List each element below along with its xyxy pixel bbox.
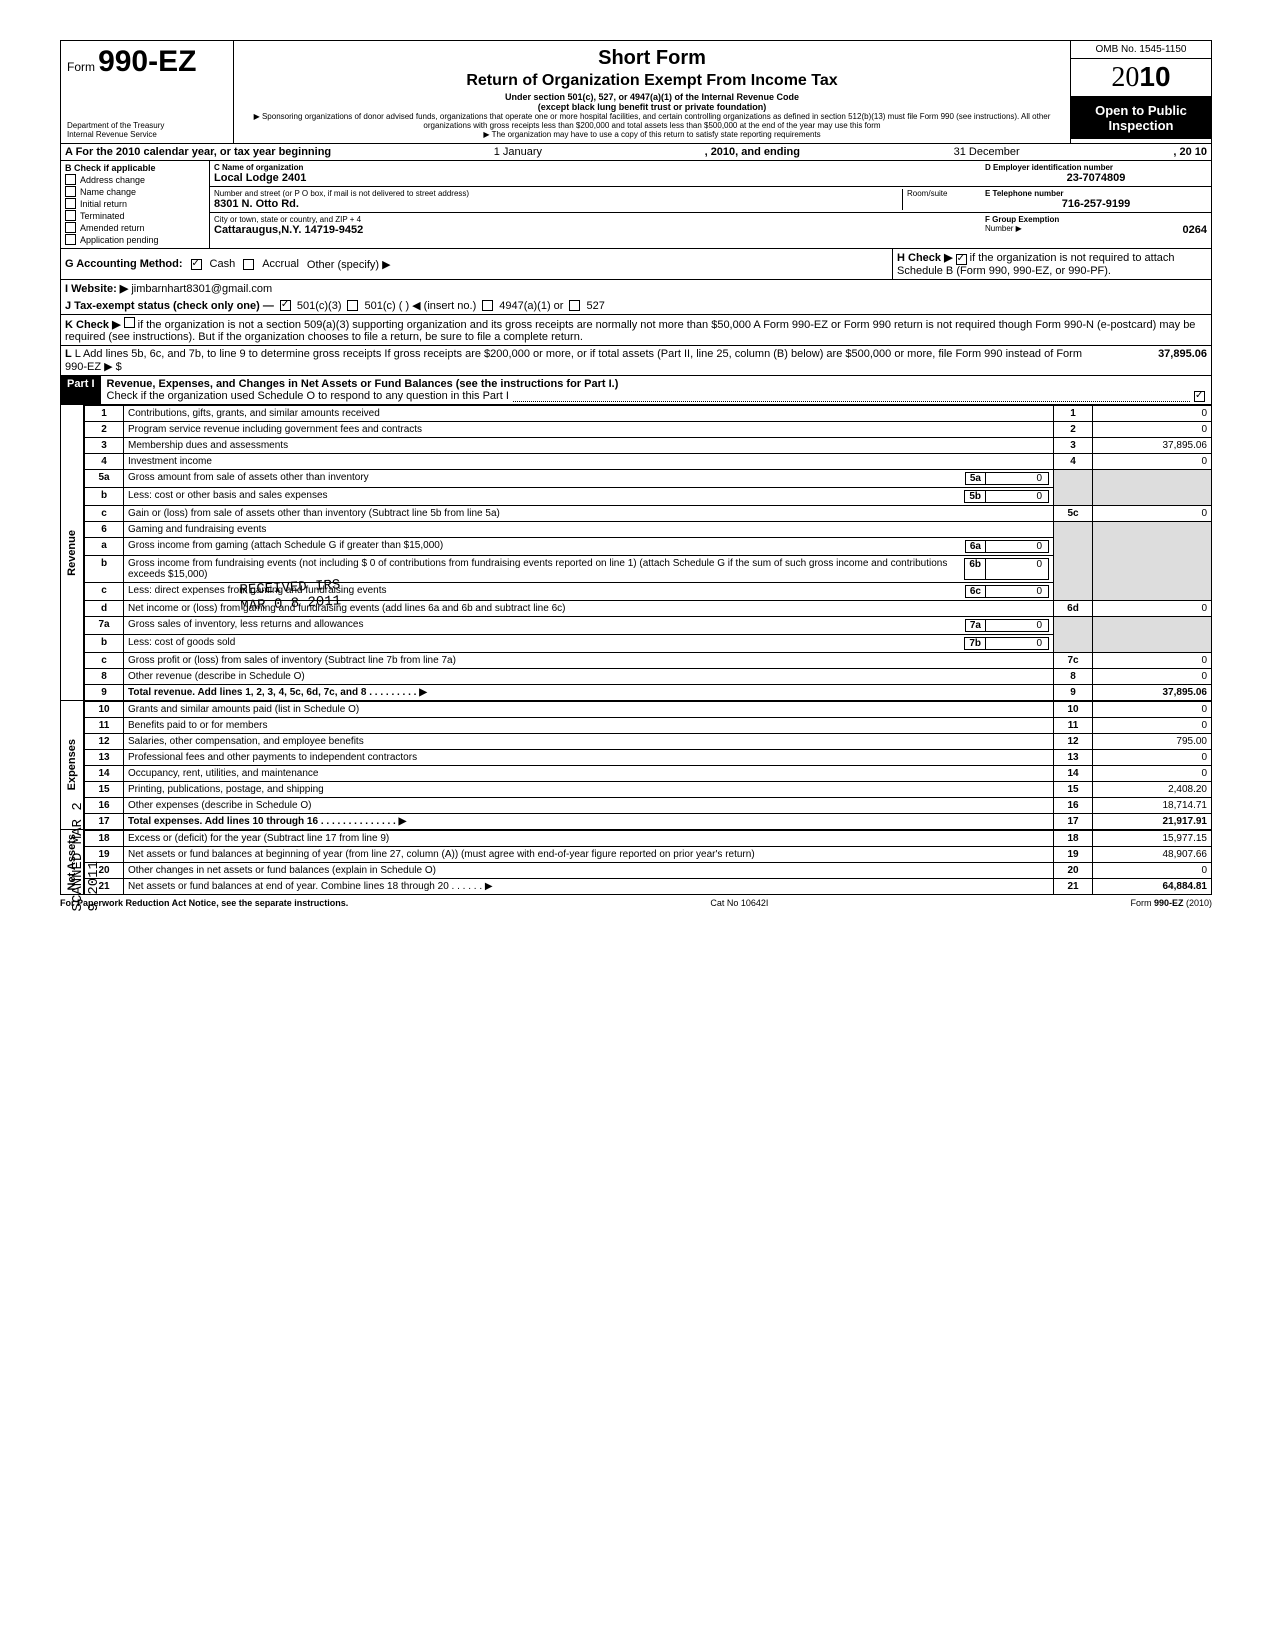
footer-left: For Paperwork Reduction Act Notice, see …	[60, 898, 348, 908]
group-exemption: 0264	[1183, 224, 1207, 236]
cb-schedule-b[interactable]	[956, 254, 967, 265]
header-note2: ▶ The organization may have to use a cop…	[246, 130, 1058, 139]
form-header: Form 990-EZ Department of the Treasury I…	[60, 40, 1212, 144]
row-tax-year-range: A For the 2010 calendar year, or tax yea…	[60, 144, 1212, 161]
org-info-block: B Check if applicable Address change Nam…	[60, 161, 1212, 249]
section-a-label: A For the 2010 calendar year, or tax yea…	[65, 146, 331, 158]
city-state-zip: Cattaraugus,N.Y. 14719-9452	[214, 224, 977, 236]
subtitle2: (except black lung benefit trust or priv…	[246, 102, 1058, 112]
f-number-label: Number ▶	[985, 224, 1022, 236]
cb-501c3[interactable]	[280, 300, 291, 311]
cb-terminated[interactable]	[65, 210, 76, 221]
j-label: J Tax-exempt status (check only one) —	[65, 300, 274, 312]
d-label: D Employer identification number	[985, 163, 1207, 172]
open-to-public: Open to Public Inspection	[1071, 97, 1211, 139]
expenses-table: 10Grants and similar amounts paid (list …	[84, 701, 1212, 830]
website-value: jimbarnhart8301@gmail.com	[131, 283, 272, 295]
cb-name-change[interactable]	[65, 186, 76, 197]
net-assets-table: 18Excess or (deficit) for the year (Subt…	[84, 830, 1212, 895]
h-label: H Check ▶	[897, 252, 953, 264]
form-number: 990-EZ	[98, 45, 196, 78]
page-footer: For Paperwork Reduction Act Notice, see …	[60, 895, 1212, 911]
cb-501c[interactable]	[347, 300, 358, 311]
phone-value: 716-257-9199	[985, 198, 1207, 210]
cb-app-pending[interactable]	[65, 234, 76, 245]
b-label: B Check if applicable	[65, 163, 205, 173]
title-return: Return of Organization Exempt From Incom…	[246, 72, 1058, 90]
dept-label: Department of the Treasury	[67, 121, 227, 130]
part1-check-text: Check if the organization used Schedule …	[107, 390, 509, 402]
form-header-left: Form 990-EZ Department of the Treasury I…	[61, 41, 234, 143]
row-l: L L Add lines 5b, 6c, and 7b, to line 9 …	[60, 346, 1212, 376]
org-name-address: C Name of organization Local Lodge 2401 …	[210, 161, 981, 248]
g-label: G Accounting Method:	[65, 258, 183, 270]
c-label: C Name of organization	[214, 163, 977, 172]
org-name: Local Lodge 2401	[214, 172, 977, 184]
cb-amended[interactable]	[65, 222, 76, 233]
net-assets-section: Net Assets 18Excess or (deficit) for the…	[60, 830, 1212, 895]
title-short-form: Short Form	[246, 47, 1058, 70]
cb-4947[interactable]	[482, 300, 493, 311]
row-j: J Tax-exempt status (check only one) — 5…	[60, 297, 1212, 315]
cb-schedule-o[interactable]	[1194, 391, 1205, 402]
irs-label: Internal Revenue Service	[67, 130, 227, 139]
addr-label: Number and street (or P O box, if mail i…	[214, 189, 902, 198]
tax-year: 2010	[1071, 59, 1211, 97]
ein-value: 23-7074809	[985, 172, 1207, 184]
scanned-stamp: SCANNED MAR 2 9 2011	[70, 790, 102, 911]
revenue-section: Revenue 1Contributions, gifts, grants, a…	[60, 405, 1212, 701]
cb-address-change[interactable]	[65, 174, 76, 185]
street-address: 8301 N. Otto Rd.	[214, 198, 902, 210]
cb-initial-return[interactable]	[65, 198, 76, 209]
subtitle1: Under section 501(c), 527, or 4947(a)(1)…	[246, 92, 1058, 102]
k-label: K Check ▶	[65, 319, 121, 331]
l-text: L Add lines 5b, 6c, and 7b, to line 9 to…	[65, 348, 1082, 373]
form-header-right: OMB No. 1545-1150 2010 Open to Public In…	[1071, 41, 1211, 143]
cb-cash[interactable]	[191, 259, 202, 270]
part1-label: Part I	[61, 376, 101, 404]
side-revenue: Revenue	[64, 526, 80, 580]
footer-cat: Cat No 10642I	[710, 898, 768, 908]
side-expenses: Expenses	[64, 735, 80, 794]
room-label: Room/suite	[907, 189, 977, 198]
cb-527[interactable]	[569, 300, 580, 311]
header-note1: ▶ Sponsoring organizations of donor advi…	[246, 112, 1058, 130]
city-label: City or town, state or country, and ZIP …	[214, 215, 977, 224]
form-prefix: Form	[67, 60, 95, 74]
received-stamp: RECEIVED IRS MAR 0 8 2011	[239, 577, 341, 614]
revenue-table: 1Contributions, gifts, grants, and simil…	[84, 405, 1212, 701]
right-info-col: D Employer identification number 23-7074…	[981, 161, 1211, 248]
f-label: F Group Exemption	[985, 215, 1207, 224]
form-header-center: Short Form Return of Organization Exempt…	[234, 41, 1071, 143]
end-date: 31 December	[806, 146, 1167, 158]
row-k: K Check ▶ if the organization is not a s…	[60, 315, 1212, 346]
cb-accrual[interactable]	[243, 259, 254, 270]
begin-date: 1 January	[337, 146, 698, 158]
part1-header-row: Part I Revenue, Expenses, and Changes in…	[60, 376, 1212, 405]
footer-form: Form 990-EZ (2010)	[1130, 898, 1212, 908]
cb-k[interactable]	[124, 317, 135, 328]
l-value: 37,895.06	[1097, 348, 1207, 373]
k-text: if the organization is not a section 509…	[65, 319, 1195, 343]
omb-number: OMB No. 1545-1150	[1071, 41, 1211, 59]
part1-title: Revenue, Expenses, and Changes in Net As…	[107, 378, 1205, 390]
expenses-section: Expenses 10Grants and similar amounts pa…	[60, 701, 1212, 830]
e-label: E Telephone number	[985, 189, 1207, 198]
i-label: I Website: ▶	[65, 283, 128, 295]
row-g-h: G Accounting Method: Cash Accrual Other …	[60, 249, 1212, 280]
row-i: I Website: ▶ jimbarnhart8301@gmail.com	[60, 280, 1212, 297]
section-b-checkboxes: B Check if applicable Address change Nam…	[61, 161, 210, 248]
